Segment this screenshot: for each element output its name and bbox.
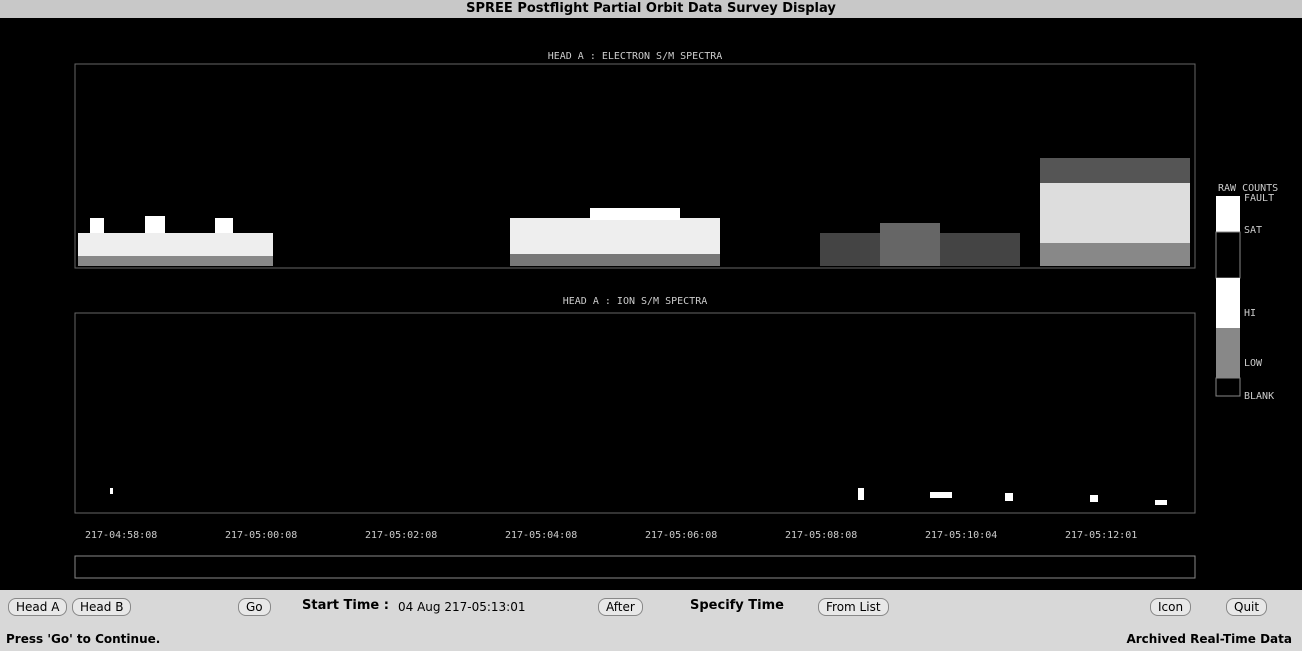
time-label: 217-05:12:01	[1065, 530, 1137, 541]
status-message: Press 'Go' to Continue.	[6, 632, 161, 646]
legend-level: SAT	[1244, 225, 1262, 236]
scroll-strip	[74, 555, 1196, 579]
legend-level: HI	[1244, 308, 1256, 319]
legend-title: RAW COUNTS	[1218, 183, 1278, 194]
start-time-value[interactable]: 04 Aug 217-05:13:01	[398, 600, 526, 614]
legend: RAW COUNTS	[1215, 183, 1278, 397]
plot-frame	[74, 63, 1196, 269]
legend-level: FAULT	[1244, 193, 1274, 204]
time-label: 217-04:58:08	[85, 530, 157, 541]
display: HEAD A : ELECTRON S/M SPECTRA HEAD A : I…	[74, 51, 1278, 579]
specify-time-label: Specify Time	[690, 598, 784, 613]
after-button[interactable]: After	[598, 598, 643, 616]
go-button[interactable]: Go	[238, 598, 271, 616]
window-title: SPREE Postflight Partial Orbit Data Surv…	[466, 1, 836, 16]
head-b-button[interactable]: Head B	[72, 598, 132, 616]
data-mode: Archived Real-Time Data	[1126, 632, 1292, 646]
plot-frame	[74, 312, 1196, 514]
from-list-button[interactable]: From List	[818, 598, 889, 616]
start-time-label: Start Time :	[302, 598, 389, 613]
time-label: 217-05:00:08	[225, 530, 297, 541]
time-label: 217-05:04:08	[505, 530, 577, 541]
legend-level: BLANK	[1244, 391, 1274, 402]
time-label: 217-05:10:04	[925, 530, 997, 541]
time-label: 217-05:02:08	[365, 530, 437, 541]
time-label: 217-05:06:08	[645, 530, 717, 541]
panel-title: HEAD A : ELECTRON S/M SPECTRA	[548, 51, 723, 62]
title-bar: SPREE Postflight Partial Orbit Data Surv…	[0, 0, 1302, 18]
legend-level: LOW	[1244, 358, 1263, 369]
spectra-blocks	[78, 158, 1190, 505]
icon-button[interactable]: Icon	[1150, 598, 1192, 616]
quit-button[interactable]: Quit	[1226, 598, 1268, 616]
head-a-button[interactable]: Head A	[8, 598, 68, 616]
control-panel: Head A Head B Go Start Time : 04 Aug 217…	[0, 590, 1302, 651]
panel-title: HEAD A : ION S/M SPECTRA	[563, 296, 708, 307]
time-label: 217-05:08:08	[785, 530, 857, 541]
